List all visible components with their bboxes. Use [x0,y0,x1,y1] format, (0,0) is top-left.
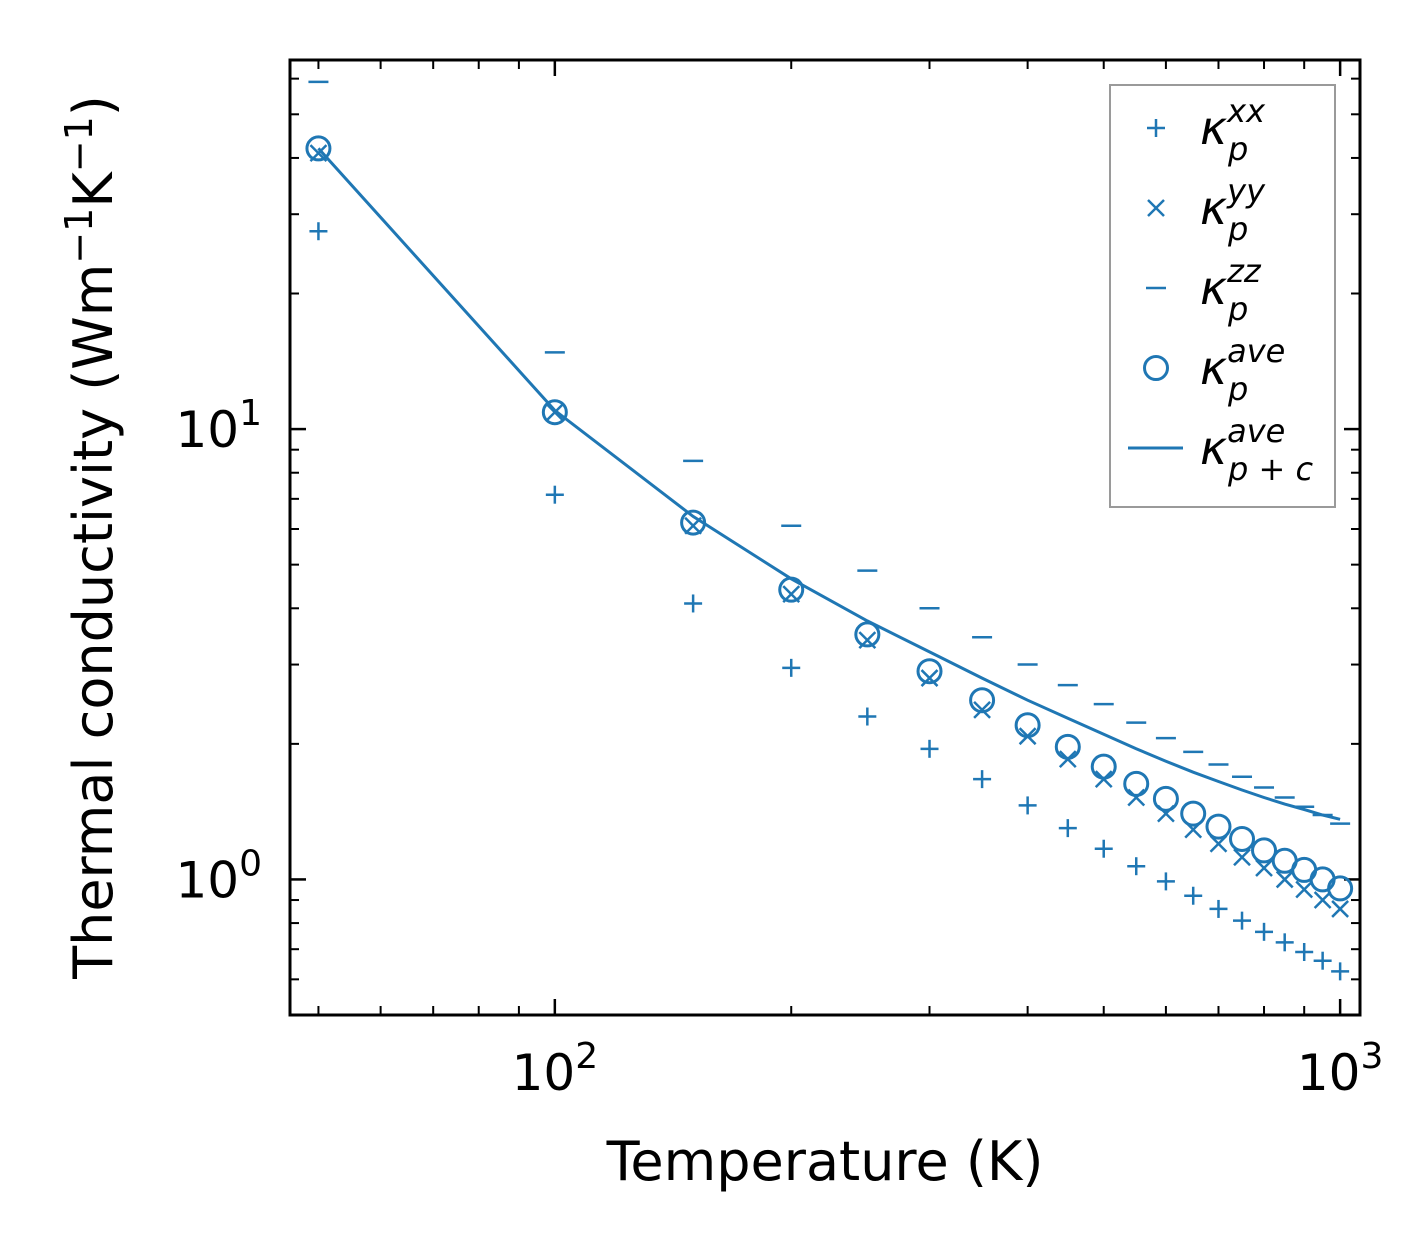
data-point-plus [1295,943,1314,962]
legend-entry-plus: κxx p [1147,92,1266,168]
data-point-plus [1094,839,1113,858]
data-point-plus [1331,962,1350,981]
data-point-circle [1309,866,1336,893]
data-point-circle [854,621,881,648]
data-point-x [920,669,939,687]
data-point-circle [1014,712,1041,739]
data-point-circle [1152,785,1179,812]
legend-entry-x: κyy p [1147,172,1266,248]
data-point-x [1127,788,1146,807]
data-point-circle [1205,813,1232,840]
plot-frame [288,58,1362,1017]
data-point-circle [541,399,568,426]
series-circle [305,135,1354,902]
data-point-plus [920,739,939,758]
x-axis-label: Temperature (K) [606,1130,1044,1193]
x-tick-label: 103 [1297,1036,1384,1102]
series-line-kappa-p-plus-c-ave [317,147,1341,821]
legend-label: κave p + c [1200,412,1313,488]
legend-entry-hline: κzz p [1146,252,1262,328]
data-point-plus [782,658,801,677]
data-point-plus [1184,886,1203,905]
data-point-plus [545,485,564,504]
data-point-circle [305,135,332,162]
data-point-x [973,700,991,719]
data-point-plus [1127,857,1146,876]
data-point-plus [1058,819,1077,838]
series-line [317,147,1341,821]
data-point-plus [1233,911,1252,930]
data-point-plus [858,707,877,726]
data-point-circle [916,658,943,685]
data-point-circle [1123,770,1150,797]
legend-label: κxx p [1200,92,1266,168]
data-point-circle [1251,837,1278,864]
x-tick-label: 102 [512,1036,599,1102]
y-axis-label: Thermal conductivity (Wm−1K−1) [57,95,125,980]
data-layer [305,80,1354,981]
data-point-plus [684,594,703,613]
data-point-circle [1054,733,1081,760]
legend-entry-line: κave p + c [1128,412,1313,488]
tick-label-layer: 102 103 100 101 [175,393,1383,1102]
data-point-x [1275,870,1294,889]
legend-marker-circle [1143,355,1169,381]
series-plus [309,222,1350,981]
legend-label: κyy p [1200,172,1266,248]
data-point-circle [1090,753,1117,780]
data-point-x [1313,891,1332,909]
data-point-circle [1327,875,1354,902]
data-point-x [1255,859,1273,877]
legend-label: κzz p [1200,252,1262,328]
legend-marker-plus [1147,119,1165,137]
data-point-plus [1156,872,1175,891]
data-point-circle [1229,825,1256,852]
data-point-circle [1180,800,1207,827]
data-point-x [1331,900,1350,918]
data-point-plus [309,222,328,241]
legend-marker-x [1147,199,1165,217]
data-point-x [1295,880,1314,899]
data-point-plus [1255,922,1274,941]
data-point-x [1233,848,1251,867]
y-tick-label: 100 [175,843,262,909]
data-point-plus [1018,796,1037,815]
data-point-plus [1209,899,1228,918]
data-point-circle [969,687,996,714]
legend-entry-circle: κave p [1143,332,1285,408]
legend-frame [1109,84,1336,508]
data-point-plus [1313,951,1332,970]
y-tick-label: 101 [175,393,262,459]
legend-label: κave p [1200,332,1285,408]
data-point-plus [1275,933,1294,952]
data-point-plus [973,770,992,789]
